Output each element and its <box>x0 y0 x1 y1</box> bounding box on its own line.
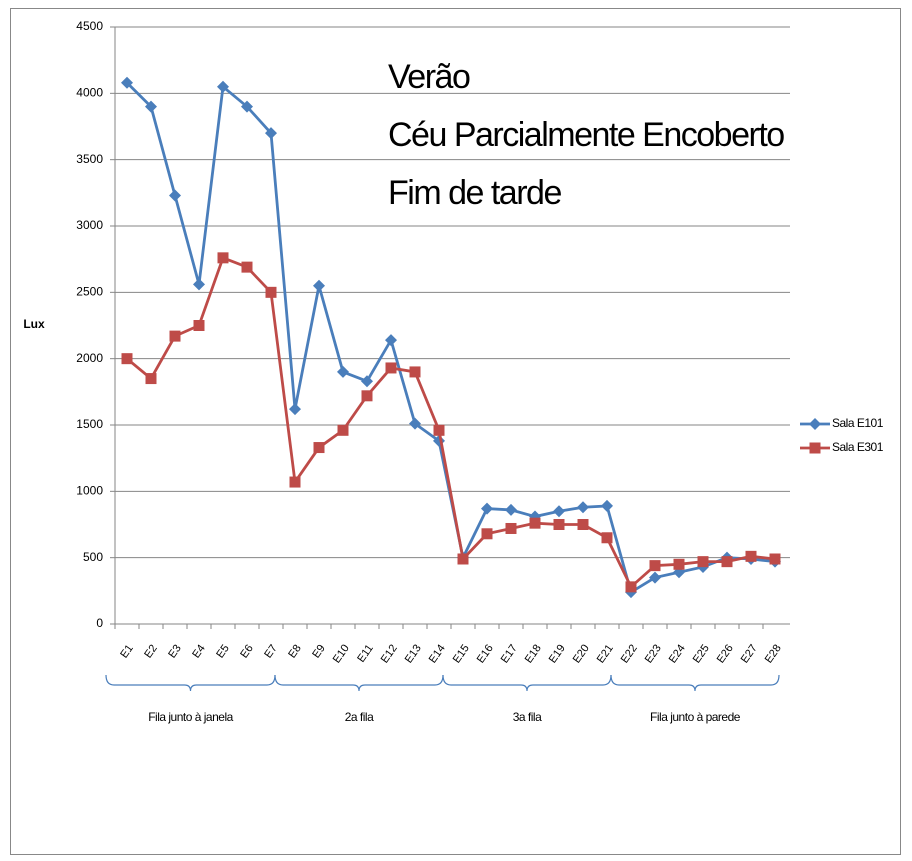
point <box>769 553 781 565</box>
point <box>649 560 661 572</box>
group-label: 3a fila <box>513 710 542 724</box>
y-tick-label: 2500 <box>76 285 103 299</box>
point <box>433 424 445 436</box>
legend-label: Sala E101 <box>832 416 884 430</box>
point <box>553 505 565 518</box>
point <box>809 442 821 454</box>
point <box>145 373 157 385</box>
point <box>481 528 493 540</box>
point <box>457 553 469 565</box>
group-label: 2a fila <box>345 710 374 724</box>
point <box>265 286 277 298</box>
point <box>673 558 685 570</box>
y-tick-label: 3500 <box>76 152 103 166</box>
annotation: Céu Parcialmente Encoberto <box>388 116 784 154</box>
point <box>649 571 661 584</box>
point <box>601 532 613 544</box>
point <box>361 375 373 388</box>
y-tick-label: 3000 <box>76 218 103 232</box>
point <box>505 503 517 516</box>
point <box>385 334 397 347</box>
point <box>577 501 589 514</box>
point <box>337 365 349 378</box>
group-label: Fila junto à parede <box>650 710 741 724</box>
point <box>289 476 301 488</box>
point <box>553 519 565 530</box>
point <box>481 502 493 515</box>
point <box>409 417 421 430</box>
point <box>241 261 253 273</box>
point <box>697 556 709 568</box>
point <box>217 252 229 264</box>
point <box>313 442 325 454</box>
y-tick-label: 1500 <box>76 417 103 431</box>
point <box>217 80 229 93</box>
y-tick-label: 2000 <box>76 351 103 365</box>
annotation: Verão <box>388 58 470 96</box>
point <box>193 320 205 331</box>
series <box>121 76 781 599</box>
group-brace <box>610 674 780 692</box>
point <box>145 100 157 113</box>
point <box>265 127 277 140</box>
y-axis-label: Lux <box>23 317 45 331</box>
point <box>385 362 397 374</box>
group-brace <box>442 674 612 692</box>
point <box>313 279 325 292</box>
point <box>409 366 421 378</box>
group-label: Fila junto à janela <box>148 710 233 724</box>
point <box>601 499 613 512</box>
point <box>169 189 181 202</box>
point <box>721 556 733 568</box>
point <box>121 76 133 89</box>
legend-label: Sala E301 <box>832 440 884 454</box>
point <box>625 581 637 593</box>
y-tick-label: 4500 <box>76 19 103 33</box>
y-tick-label: 1000 <box>76 484 103 498</box>
group-brace <box>105 674 276 692</box>
point <box>289 403 301 416</box>
point <box>169 330 181 342</box>
point <box>529 517 541 529</box>
series <box>121 252 781 593</box>
chart-border <box>10 8 901 855</box>
point <box>361 390 373 402</box>
point <box>193 278 205 291</box>
series-line <box>126 256 776 590</box>
point <box>121 353 133 365</box>
y-tick-label: 0 <box>96 616 103 630</box>
annotation: Fim de tarde <box>388 174 561 212</box>
point <box>337 424 349 436</box>
point <box>241 100 253 113</box>
y-tick-label: 4000 <box>76 86 103 100</box>
y-tick-label: 500 <box>83 550 103 564</box>
point <box>809 418 821 430</box>
point <box>577 519 589 530</box>
point <box>505 522 517 534</box>
group-brace <box>274 674 444 692</box>
point <box>745 550 757 562</box>
